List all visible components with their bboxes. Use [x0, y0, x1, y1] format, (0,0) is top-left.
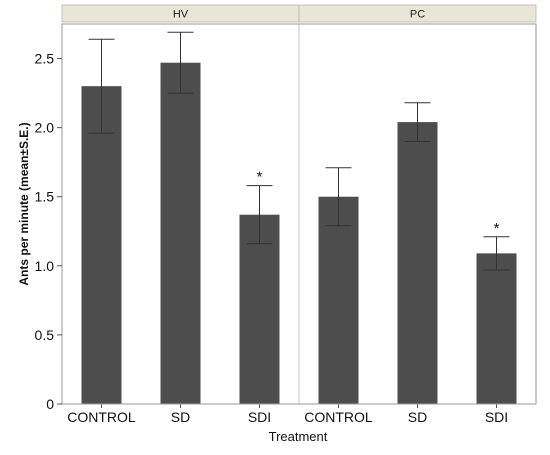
plot-frame	[61, 23, 537, 405]
bar-pc-sdi	[476, 253, 517, 404]
bar-layer: **	[81, 31, 517, 404]
error-bar-hv-sdi	[246, 185, 273, 245]
panel-layer: HV PC	[61, 4, 537, 404]
x-tick-label: SD	[408, 409, 427, 425]
significance-marker: *	[494, 220, 500, 237]
panel-label-pc: PC	[410, 9, 425, 21]
y-tick-label: 1.0	[35, 258, 55, 274]
y-tick-label: 2.0	[35, 120, 55, 136]
bar-hv-sdi	[239, 214, 280, 404]
bar-hv-sd	[160, 62, 201, 404]
bar-pc-sd	[397, 122, 438, 404]
x-tick-label: CONTROL	[67, 409, 136, 425]
panel-header-pc	[298, 4, 537, 23]
panel-label-hv: HV	[173, 9, 189, 21]
x-tick-label: SD	[171, 409, 190, 425]
error-bar-pc-sdi	[483, 236, 510, 271]
bar-pc-control	[318, 196, 359, 404]
error-bar-pc-sd	[404, 102, 431, 142]
axis-layer: CONTROL SD SDI CONTROL SD SDI 0 0.5 1.0 1.5 2.0 2.5	[35, 23, 537, 425]
x-tick-label: SDI	[485, 409, 508, 425]
error-bar-hv-control	[88, 38, 115, 134]
error-bar-hv-sd	[167, 31, 194, 94]
y-tick-label: 0.5	[35, 327, 55, 343]
significance-marker: *	[257, 169, 263, 186]
error-bar-pc-control	[325, 167, 352, 227]
bar-hv-control	[81, 86, 122, 404]
x-tick-label: CONTROL	[304, 409, 373, 425]
x-axis-title: Treatment	[269, 429, 328, 444]
y-tick-label: 0	[46, 396, 54, 412]
x-tick-label: SDI	[248, 409, 271, 425]
y-tick-label: 1.5	[35, 189, 55, 205]
y-axis-title: Ants per minute (mean±S.E.)	[17, 122, 31, 285]
y-tick-label: 2.5	[35, 51, 55, 67]
